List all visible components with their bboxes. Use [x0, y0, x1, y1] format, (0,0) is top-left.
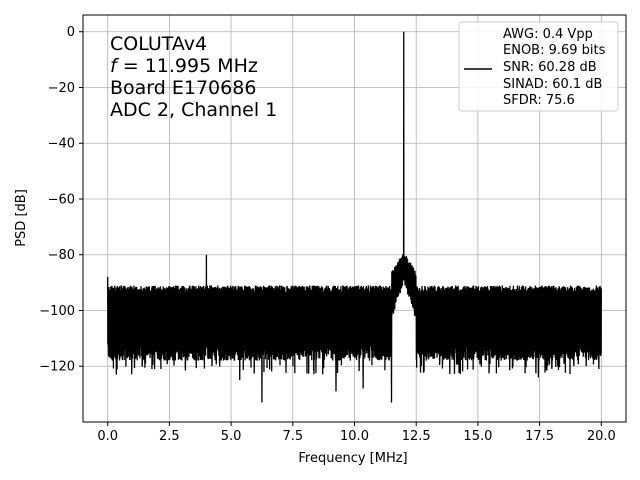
- x-tick-label-3: 7.5: [282, 429, 303, 444]
- y-tick-label-6: −120: [39, 360, 75, 375]
- x-tick-label-0: 0.0: [97, 429, 118, 444]
- legend-entry-snr: SNR: 60.28 dB: [503, 60, 597, 75]
- x-tick-label-5: 12.5: [402, 429, 431, 444]
- x-tick-label-1: 2.5: [159, 429, 180, 444]
- psd-series-line: [107, 31, 602, 403]
- legend-entry-sfdr: SFDR: 75.6: [503, 93, 575, 108]
- annotation-frequency-value: = 11.995 MHz: [117, 55, 258, 77]
- annotation-text: COLUTAv4 f = 11.995 MHz Board E170686 AD…: [110, 33, 277, 121]
- y-tick-label-4: −80: [48, 248, 75, 263]
- annotation-frequency-symbol: f: [110, 55, 120, 77]
- x-tick-label-6: 15.0: [463, 429, 492, 444]
- legend-entry-sinad: SINAD: 60.1 dB: [503, 77, 602, 92]
- annotation-line-4: ADC 2, Channel 1: [110, 99, 277, 121]
- x-tick-label-2: 5.0: [221, 429, 242, 444]
- x-axis: 0.0 2.5 5.0 7.5 10.0 12.5 15.0 17.5 20.0: [97, 422, 616, 444]
- y-axis-label: PSD [dB]: [14, 189, 29, 247]
- legend: AWG: 0.4 Vpp ENOB: 9.69 bits SNR: 60.28 …: [458, 21, 619, 112]
- legend-entry-awg: AWG: 0.4 Vpp: [503, 27, 593, 42]
- y-tick-label-0: 0: [67, 25, 75, 40]
- legend-entry-enob: ENOB: 9.69 bits: [503, 43, 606, 58]
- x-tick-label-7: 17.5: [525, 429, 554, 444]
- annotation-line-1: COLUTAv4: [110, 33, 207, 55]
- annotation-line-2: f = 11.995 MHz: [110, 55, 258, 77]
- annotation-line-3: Board E170686: [110, 77, 256, 99]
- y-tick-label-2: −40: [48, 137, 75, 152]
- y-tick-label-1: −20: [48, 81, 75, 96]
- plot-area: [107, 31, 602, 403]
- y-tick-label-5: −100: [39, 304, 75, 319]
- y-axis: 0 −20 −40 −60 −80 −100 −120: [39, 25, 83, 375]
- x-tick-label-4: 10.0: [340, 429, 369, 444]
- legend-box: [458, 21, 619, 112]
- x-axis-label: Frequency [MHz]: [298, 451, 407, 466]
- y-tick-label-3: −60: [48, 192, 75, 207]
- x-tick-label-8: 20.0: [587, 429, 616, 444]
